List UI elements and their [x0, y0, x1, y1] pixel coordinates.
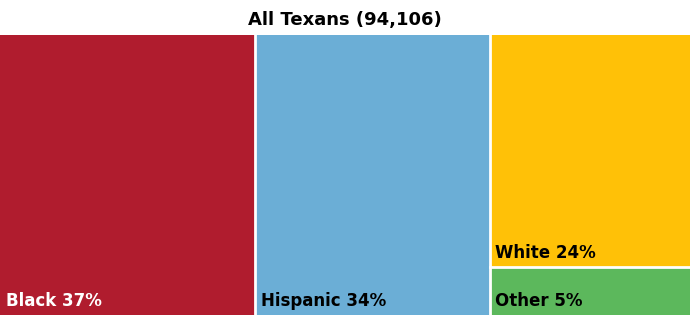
Bar: [490, 35, 690, 267]
Text: Hispanic 34%: Hispanic 34%: [261, 292, 386, 310]
Bar: [0, 35, 255, 315]
Text: White 24%: White 24%: [495, 244, 596, 262]
Bar: [255, 35, 490, 315]
Text: All Texans (94,106): All Texans (94,106): [248, 11, 442, 30]
Text: Other 5%: Other 5%: [495, 292, 583, 310]
Text: Black 37%: Black 37%: [6, 292, 101, 310]
Bar: [490, 267, 690, 315]
